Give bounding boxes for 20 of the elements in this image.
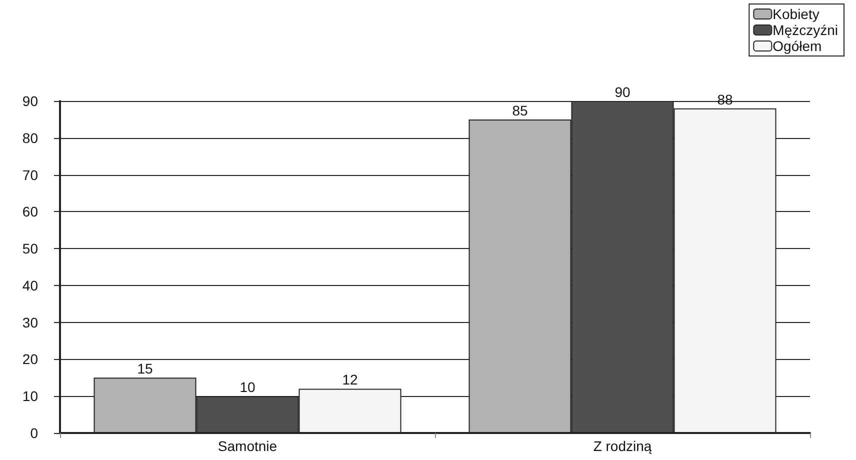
y-tick-label: 20	[22, 351, 38, 368]
y-tick-label: 50	[22, 240, 38, 257]
y-tick-label: 10	[22, 388, 38, 404]
y-tick-label: 0	[30, 425, 38, 441]
legend-label: Kobiety	[772, 6, 820, 22]
y-tick-label: 90	[22, 93, 38, 109]
data-label: 15	[137, 360, 153, 377]
x-tick-label: Samotnie	[218, 438, 278, 454]
y-tick-label: 40	[22, 277, 38, 294]
data-label: 90	[614, 84, 630, 100]
y-tick-label: 80	[22, 130, 38, 146]
legend-label: Mężczyźni	[772, 22, 838, 38]
legend-label: Ogółem	[772, 38, 822, 54]
y-tick-label: 60	[22, 204, 38, 220]
data-label: 10	[240, 379, 256, 396]
y-tick-label: 30	[22, 314, 38, 330]
data-label: 85	[512, 102, 528, 118]
x-tick-label: Z rodziną	[593, 438, 652, 454]
data-label: 12	[342, 372, 358, 388]
y-tick-label: 70	[22, 166, 38, 183]
